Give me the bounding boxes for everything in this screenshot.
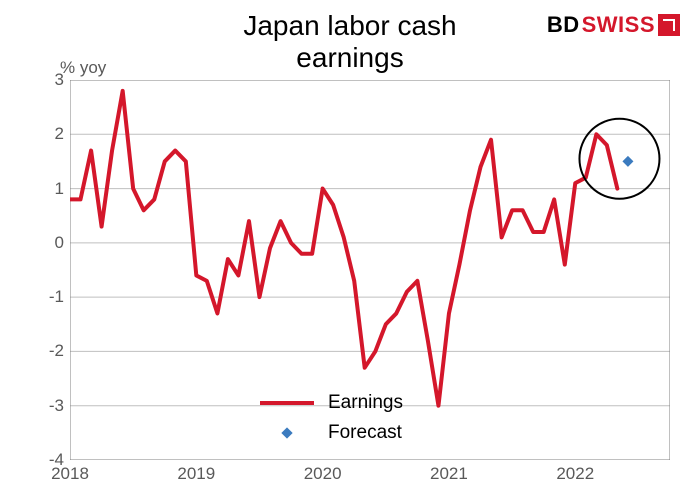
yaxis-unit-label: % yoy bbox=[60, 58, 106, 78]
legend: Earnings Forecast bbox=[260, 388, 403, 448]
chart-container: BDSWISS Japan labor cash earnings % yoy … bbox=[0, 0, 700, 500]
x-tick-label: 2020 bbox=[304, 464, 342, 484]
legend-label-earnings: Earnings bbox=[328, 392, 403, 414]
legend-row-forecast: Forecast bbox=[260, 418, 403, 448]
y-tick-label: -3 bbox=[24, 396, 64, 416]
legend-label-forecast: Forecast bbox=[328, 422, 402, 444]
x-tick-label: 2019 bbox=[177, 464, 215, 484]
title-line1: Japan labor cash bbox=[243, 10, 456, 41]
legend-row-earnings: Earnings bbox=[260, 388, 403, 418]
legend-line-icon bbox=[260, 401, 314, 405]
y-tick-label: -1 bbox=[24, 287, 64, 307]
y-tick-label: 0 bbox=[24, 233, 64, 253]
y-tick-label: 1 bbox=[24, 179, 64, 199]
legend-diamond-icon bbox=[260, 426, 314, 440]
x-tick-label: 2018 bbox=[51, 464, 89, 484]
x-tick-label: 2021 bbox=[430, 464, 468, 484]
y-tick-label: -2 bbox=[24, 341, 64, 361]
title-line2: earnings bbox=[296, 42, 403, 73]
y-tick-label: 3 bbox=[24, 70, 64, 90]
y-tick-label: 2 bbox=[24, 124, 64, 144]
x-tick-label: 2022 bbox=[556, 464, 594, 484]
